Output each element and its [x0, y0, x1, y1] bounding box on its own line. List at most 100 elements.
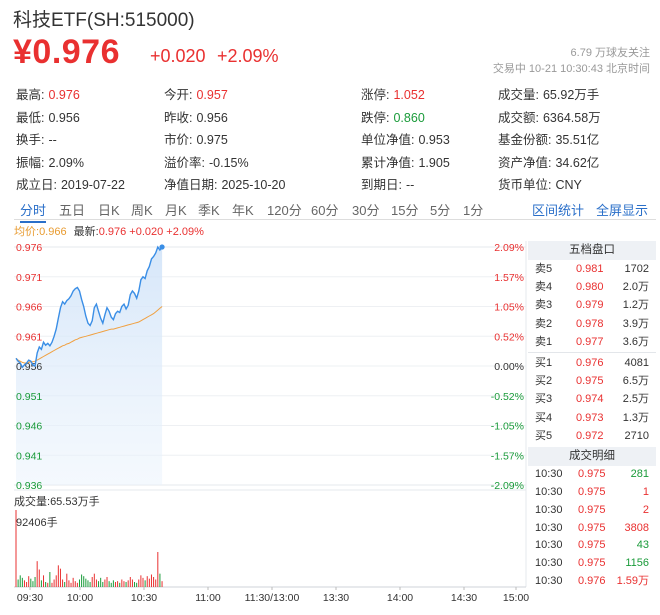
quote-fund-shares-label: 基金份额: [498, 133, 552, 148]
quote-net-assets-label: 资产净值: [498, 155, 552, 170]
volume-legend: 成交量:65.53万手 [14, 493, 100, 509]
bid-vol: 1.3万 [622, 411, 649, 424]
bid-price: 0.975 [576, 375, 604, 388]
quote-row: 换手: -- 市价: 0.975 单位净值: 0.953 基金份额: 35.51亿 [16, 127, 656, 150]
y-tick-label: 0.946 [16, 421, 42, 433]
trade-list: 10:30 0.975 281 10:30 0.975 1 10:30 0.975 2 10:30… [528, 466, 656, 591]
pct-tick-label: 0.00% [494, 361, 524, 373]
price-change-percent: +2.09% [217, 46, 279, 66]
ask-vol: 3.9万 [622, 317, 649, 330]
bid-level: 买2 0.975 6.5万 [528, 372, 656, 390]
ask-label: 卖4 [535, 281, 553, 294]
tab-12[interactable]: 1分 [463, 203, 484, 218]
quote-limit-down-value: 0.860 [393, 110, 425, 125]
quote-market-price-label: 市价: [164, 133, 193, 148]
y-tick-label: 0.971 [16, 272, 42, 284]
tab-3[interactable]: 周K [131, 203, 153, 218]
ask-label: 卖1 [535, 335, 553, 348]
trade-row: 10:30 0.975 281 [528, 466, 656, 484]
bid-price: 0.976 [576, 356, 604, 369]
quote-low-label: 最低: [16, 110, 45, 125]
ask-levels: 卖5 0.981 1702 卖4 0.980 2.0万 卖3 0.979 1.2万 卖2 0.978… [528, 260, 656, 351]
quote-nav-date-label: 净值日期: [164, 178, 218, 193]
quote-currency-value: CNY [555, 178, 582, 193]
security-title: 科技ETF(SH:515000) [13, 10, 195, 31]
trade-time: 10:30 [535, 503, 563, 516]
bid-vol: 6.5万 [622, 375, 649, 388]
quote-open-value: 0.957 [196, 88, 228, 102]
pct-tick-label: 1.57% [494, 272, 524, 284]
trade-vol: 1 [642, 485, 649, 498]
quote-high-value: 0.976 [48, 88, 80, 102]
quote-turnover-amount-label: 成交额: [498, 110, 539, 125]
pct-tick-label: -1.05% [491, 421, 524, 433]
pct-tick-label: -0.52% [491, 391, 524, 403]
trade-row: 10:30 0.975 2 [528, 502, 656, 520]
quote-amplitude-value: 2.09% [48, 155, 84, 170]
ask-price: 0.981 [576, 263, 604, 275]
bid-label: 买3 [535, 393, 553, 406]
quote-inception-date-value: 2019-07-22 [60, 178, 125, 193]
trade-time: 10:30 [535, 521, 563, 534]
bid-label: 买4 [535, 411, 553, 424]
bid-vol: 2710 [624, 429, 649, 442]
tab-6[interactable]: 年K [232, 203, 254, 218]
quote-inception-date-label: 成立日: [16, 178, 57, 193]
x-tick-label: 09:30 [17, 592, 43, 604]
trade-vol: 1.59万 [616, 575, 649, 588]
quote-amplitude-label: 振幅: [16, 155, 45, 170]
bid-label: 买5 [535, 429, 553, 442]
bid-vol: 2.5万 [622, 393, 649, 406]
tab-11[interactable]: 5分 [430, 203, 451, 218]
y-tick-label: 0.941 [16, 450, 42, 462]
bid-price: 0.974 [576, 393, 604, 406]
quote-unit-nav: 单位净值: 0.953 [361, 129, 450, 148]
quote-maturity-date-value: -- [405, 178, 415, 193]
quote-currency-label: 货币单位: [498, 178, 552, 193]
tab-7[interactable]: 120分 [267, 203, 302, 218]
quote-high-label: 最高: [16, 88, 45, 102]
tab-9[interactable]: 30分 [352, 203, 380, 218]
ask-level: 卖1 0.977 3.6万 [528, 333, 656, 351]
quote-nav-date-value: 2025-10-20 [221, 178, 286, 193]
quote-turnover-amount: 成交额: 6364.58万 [498, 107, 601, 126]
tab-4[interactable]: 月K [165, 203, 187, 218]
quote-currency: 货币单位: CNY [498, 174, 582, 193]
tab-5[interactable]: 季K [198, 203, 220, 218]
bid-price: 0.973 [576, 411, 604, 424]
range-stats-link[interactable]: 区间统计 [532, 203, 585, 218]
followers-count[interactable]: 6.79 万球友关注 [570, 47, 650, 59]
tab-10[interactable]: 15分 [391, 203, 419, 218]
quote-market-price-value: 0.975 [196, 133, 228, 148]
tab-1[interactable]: 五日 [59, 203, 86, 218]
quote-market-price: 市价: 0.975 [164, 129, 228, 148]
y-tick-label: 0.966 [16, 302, 42, 314]
quote-volume: 成交量: 65.92万手 [498, 84, 599, 103]
quote-row: 最高: 0.976 今开: 0.957 涨停: 1.052 成交量: 65.92万手 [16, 82, 656, 105]
ask-vol: 1.2万 [622, 299, 649, 312]
trade-row: 10:30 0.975 3808 [528, 520, 656, 538]
order-panel: 五档盘口 卖5 0.981 1702 卖4 0.980 2.0万 卖3 0.979 1.2万 卖2… [528, 241, 656, 591]
quote-high: 最高: 0.976 [16, 84, 80, 103]
quote-inception-date: 成立日: 2019-07-22 [16, 174, 125, 193]
order-book-title: 五档盘口 [528, 241, 656, 260]
quote-maturity-date: 到期日: -- [361, 174, 414, 193]
bid-price: 0.972 [576, 429, 604, 442]
x-tick-label: 10:30 [131, 592, 157, 604]
fullscreen-link[interactable]: 全屏显示 [596, 203, 649, 218]
last-price-dot [159, 244, 165, 250]
quote-limit-up-label: 涨停: [361, 88, 390, 102]
avg-price-value: 0.966 [39, 226, 67, 238]
quote-fund-shares-value: 35.51亿 [555, 133, 600, 148]
trade-vol: 2 [642, 503, 649, 516]
tab-0[interactable]: 分时 [20, 200, 47, 223]
bid-level: 买5 0.972 2710 [528, 427, 656, 445]
tab-2[interactable]: 日K [98, 203, 120, 218]
trade-time: 10:30 [535, 539, 563, 552]
pct-tick-label: -1.57% [491, 450, 524, 462]
tab-8[interactable]: 60分 [311, 203, 339, 218]
trade-vol: 43 [636, 539, 649, 552]
volume-value: 65.53万手 [50, 496, 100, 508]
trade-detail-title: 成交明细 [528, 446, 656, 466]
